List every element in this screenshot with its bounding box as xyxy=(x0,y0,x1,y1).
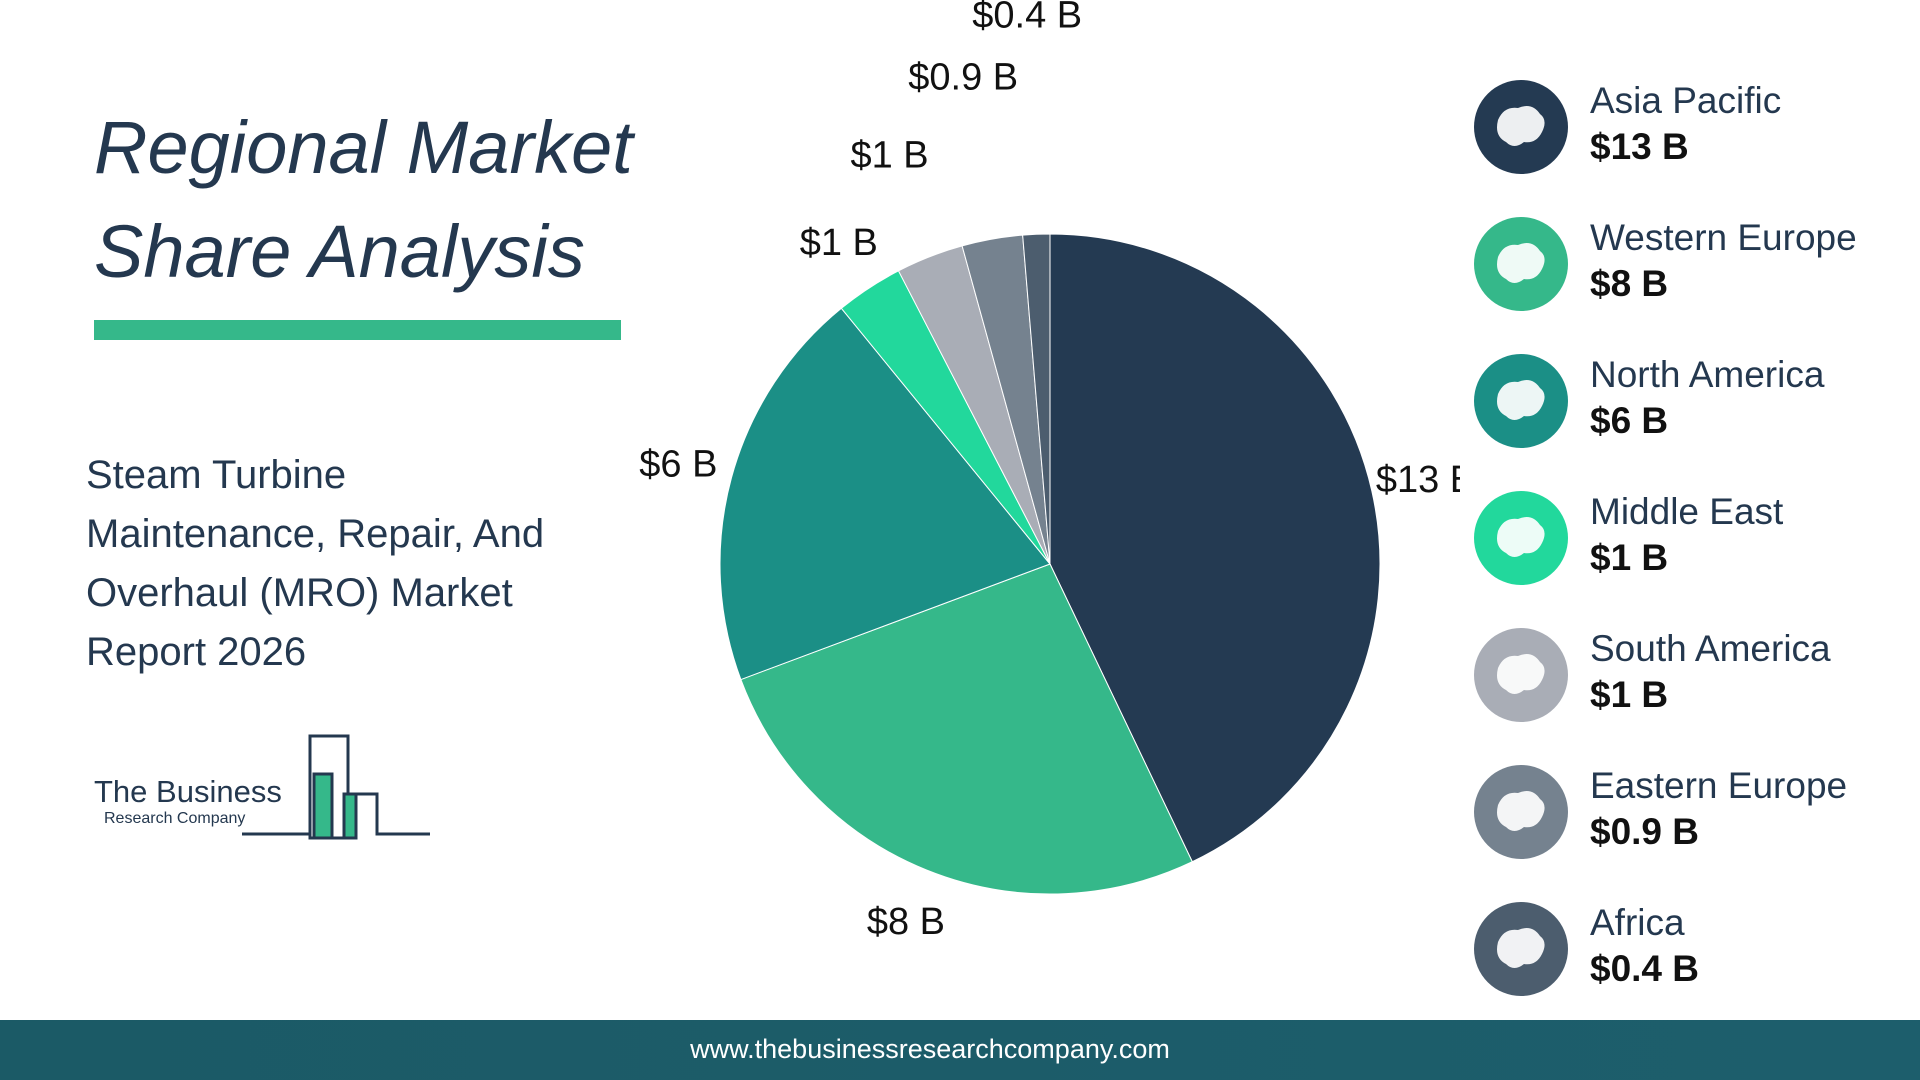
pie-slice-africa xyxy=(1022,233,1051,565)
pie-slice-north-america xyxy=(719,307,1051,681)
legend-value: $1 B xyxy=(1590,674,1669,715)
north-america-map-icon-shape xyxy=(1497,380,1545,420)
pie-label-eastern-europe: $0.9 B xyxy=(908,57,1018,99)
footer-bar xyxy=(0,1020,1920,1080)
legend-value: $0.4 B xyxy=(1590,948,1700,989)
europe-map-icon xyxy=(1474,217,1568,311)
pie-chart: $13 B $8 B $6 B $1 B $1 B $0.9 B $0.4 B xyxy=(639,0,1460,943)
legend-item: Africa $0.4 B xyxy=(1474,902,1914,1002)
legend-item: Middle East $1 B xyxy=(1474,491,1914,591)
pie-slice-asia-pacific xyxy=(1049,233,1381,863)
legend-item: Asia Pacific $13 B xyxy=(1474,80,1914,180)
asia-map-icon-shape xyxy=(1497,106,1545,146)
middle-east-map-icon-shape xyxy=(1497,517,1545,557)
legend-value: $1 B xyxy=(1590,537,1669,578)
south-america-map-icon-shape xyxy=(1497,654,1545,694)
logo-text-line2: Research Company xyxy=(104,810,246,827)
page-title: Regional Market Share Analysis xyxy=(94,106,633,293)
logo-text-line1: The Business xyxy=(94,774,282,809)
legend-label: North America xyxy=(1590,354,1825,395)
pie-label-middle-east: $1 B xyxy=(800,222,878,264)
north-america-map-icon xyxy=(1474,354,1568,448)
legend-value: $6 B xyxy=(1590,400,1669,441)
asia-map-icon xyxy=(1474,80,1568,174)
company-logo: The Business Research Company xyxy=(92,730,442,840)
pie-label-western-europe: $8 B xyxy=(867,901,945,943)
pie-slice-western-europe xyxy=(740,563,1193,895)
title-underline xyxy=(94,320,621,340)
legend-item: North America $6 B xyxy=(1474,354,1914,454)
legend-label: Asia Pacific xyxy=(1590,80,1782,121)
legend-label: Middle East xyxy=(1590,491,1784,532)
eastern-europe-map-icon-shape xyxy=(1497,791,1545,831)
legend-value: $13 B xyxy=(1590,126,1689,167)
legend-item: Western Europe $8 B xyxy=(1474,217,1914,317)
legend-label: South America xyxy=(1590,628,1831,669)
africa-map-icon xyxy=(1474,902,1568,996)
report-subtitle: Steam Turbine Maintenance, Repair, And O… xyxy=(86,453,545,674)
footer-url[interactable]: www.thebusinessresearchcompany.com xyxy=(690,1034,1170,1064)
legend-label: Africa xyxy=(1590,902,1685,943)
logo-bars-icon xyxy=(242,734,430,840)
pie-label-south-america: $1 B xyxy=(850,134,928,176)
south-america-map-icon xyxy=(1474,628,1568,722)
legend-label: Western Europe xyxy=(1590,217,1857,258)
legend-value: $0.9 B xyxy=(1590,811,1700,852)
middle-east-map-icon xyxy=(1474,491,1568,585)
africa-map-icon-shape xyxy=(1497,928,1545,968)
legend-item: Eastern Europe $0.9 B xyxy=(1474,765,1914,865)
legend-item: South America $1 B xyxy=(1474,628,1914,728)
pie-label-africa: $0.4 B xyxy=(972,0,1082,36)
eastern-europe-map-icon xyxy=(1474,765,1568,859)
pie-label-north-america: $6 B xyxy=(639,443,717,485)
pie-label-asia-pacific: $13 B xyxy=(1376,459,1460,501)
legend-value: $8 B xyxy=(1590,263,1669,304)
europe-map-icon-shape xyxy=(1497,243,1545,283)
legend-label: Eastern Europe xyxy=(1590,765,1848,806)
